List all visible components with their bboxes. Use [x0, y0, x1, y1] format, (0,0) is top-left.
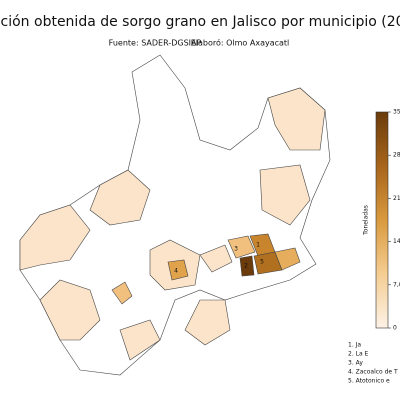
- municipality: [89, 169, 151, 226]
- municipality: [19, 204, 91, 271]
- municipality: [119, 319, 161, 361]
- municipality: [227, 235, 256, 259]
- map-title: oducción obtenida de sorgo grano en Jali…: [0, 14, 400, 30]
- map-label: 5: [260, 259, 264, 266]
- state-outline: [19, 54, 331, 376]
- map-label: 4: [174, 268, 178, 275]
- colorbar-tick-label: 7,0: [393, 281, 400, 288]
- municipality: [199, 244, 233, 273]
- colorbar-label: Toneladas: [363, 205, 370, 236]
- legend-entry: 1. Ja: [348, 342, 361, 349]
- colorbar-tick-label: 21: [393, 195, 400, 202]
- municipality: [267, 87, 326, 151]
- map-label: 1: [256, 242, 260, 249]
- municipality: [259, 164, 311, 226]
- source: Fuente: SADER-DGSIAP: [109, 39, 202, 48]
- colorbar-tick-label: 14: [393, 238, 400, 245]
- municipality: [111, 281, 133, 305]
- map-label: 3: [234, 246, 238, 253]
- state-map: [19, 54, 331, 376]
- municipality: [167, 259, 189, 281]
- legend-entry: 3. Ay: [348, 360, 363, 367]
- municipality: [184, 299, 231, 346]
- municipality: [239, 255, 255, 277]
- colorbar: [375, 111, 389, 329]
- legend-entry: 2. La E: [348, 351, 369, 358]
- legend-entry: 4. Zacoalco de T: [348, 369, 398, 376]
- municipality: [39, 279, 101, 341]
- colorbar-tick-label: 0: [393, 325, 397, 332]
- colorbar-tick-label: 28: [393, 152, 400, 159]
- map-label: 2: [244, 263, 248, 270]
- author: Elaboró: Olmo Axayacatl: [191, 38, 290, 48]
- municipality: [274, 247, 301, 271]
- colorbar-tick-label: 35: [393, 109, 400, 116]
- legend-entry: 5. Atotonico e: [348, 378, 390, 385]
